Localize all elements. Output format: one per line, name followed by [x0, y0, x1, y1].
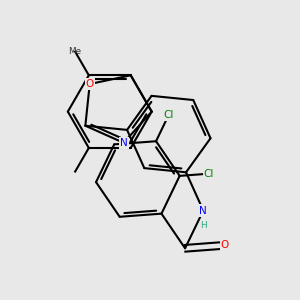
Text: Me: Me: [69, 47, 82, 56]
Text: Cl: Cl: [164, 110, 174, 120]
Text: N: N: [200, 206, 207, 215]
Text: Cl: Cl: [204, 169, 214, 179]
Text: O: O: [85, 79, 94, 89]
Text: O: O: [221, 240, 229, 250]
Text: N: N: [120, 138, 128, 148]
Text: H: H: [200, 221, 207, 230]
